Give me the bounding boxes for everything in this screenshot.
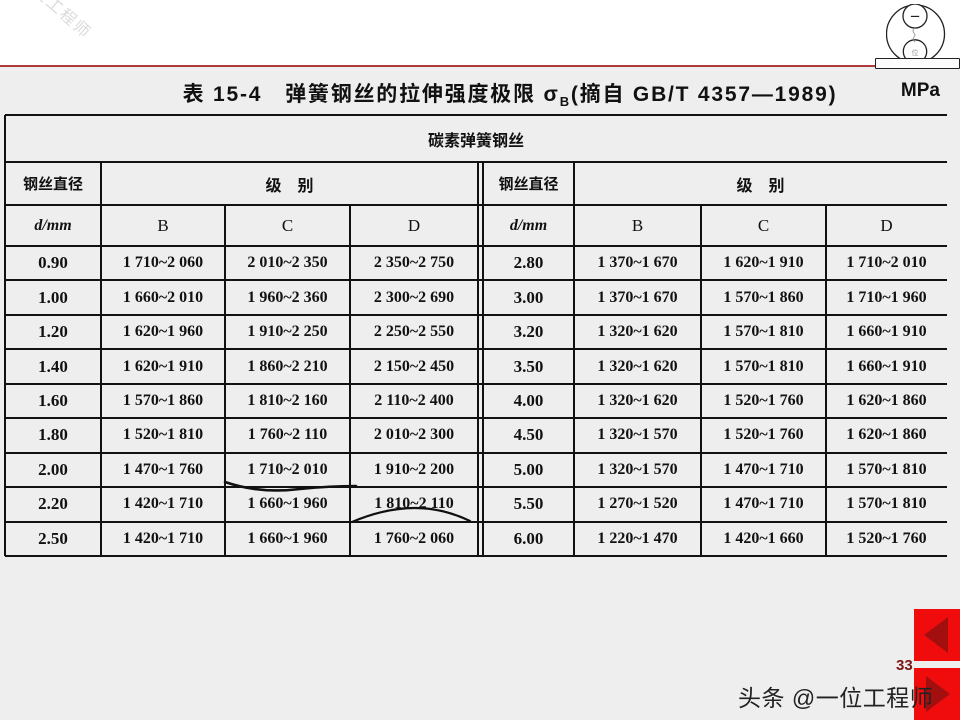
svg-text:一: 一 [910,12,919,22]
svg-text:位: 位 [912,48,919,57]
